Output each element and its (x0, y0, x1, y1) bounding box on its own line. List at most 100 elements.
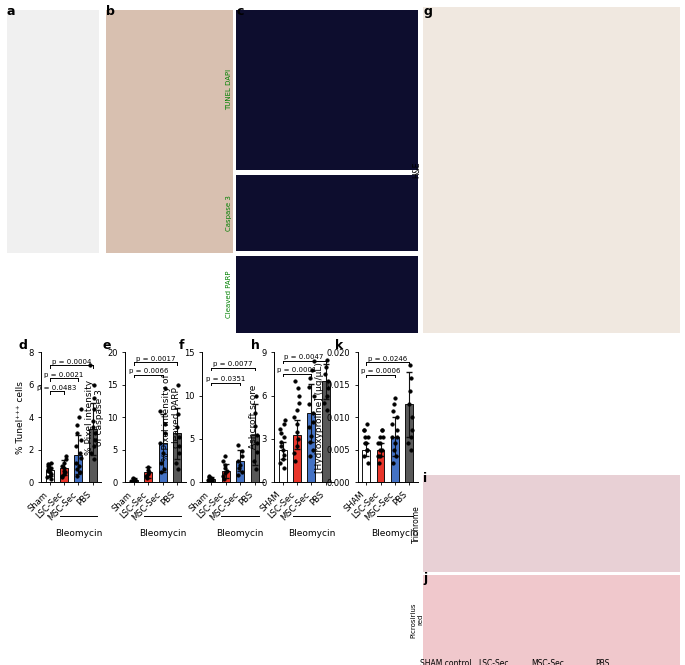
Point (130, 476, 141, 487)
Point (60, 467, 71, 477)
Point (174, 441, 185, 452)
Point (75, 448, 86, 458)
Point (142, 462, 153, 473)
Point (129, 475, 140, 485)
Text: TUNEL DAPI: TUNEL DAPI (227, 69, 232, 110)
Point (275, 436, 286, 447)
Point (171, 422, 182, 432)
Point (358, 425, 369, 436)
Point (403, 399, 414, 410)
Point (377, 425, 388, 436)
Point (46, 473, 57, 484)
Y-axis label: Ashcroft score: Ashcroft score (249, 385, 258, 450)
Point (294, 398, 305, 408)
Point (155, 406, 166, 416)
Point (75, 452, 86, 463)
Point (248, 455, 259, 465)
Point (159, 418, 170, 429)
Text: i: i (423, 472, 427, 485)
Point (373, 438, 384, 448)
Point (203, 475, 214, 485)
Point (376, 444, 387, 455)
Point (160, 383, 171, 394)
Point (174, 432, 185, 442)
Y-axis label: % Pixel intensity of
cleaved PARP: % Pixel intensity of cleaved PARP (162, 374, 181, 461)
Point (45, 470, 56, 481)
Point (58, 469, 69, 479)
Point (220, 451, 231, 462)
Point (237, 446, 248, 456)
Point (204, 471, 215, 481)
Point (319, 398, 329, 408)
Point (236, 466, 247, 477)
Point (291, 441, 302, 452)
Text: p = 0.0021: p = 0.0021 (45, 372, 84, 378)
Text: k: k (335, 339, 343, 352)
Point (141, 472, 152, 483)
Point (160, 428, 171, 439)
Point (72, 464, 83, 475)
Point (173, 448, 184, 458)
Text: p = 0.0017: p = 0.0017 (136, 356, 175, 362)
Point (206, 474, 217, 485)
Text: MSC-Sec: MSC-Sec (532, 659, 564, 665)
Text: f: f (179, 339, 184, 352)
Point (88, 392, 99, 403)
Point (75, 404, 86, 414)
Point (158, 448, 169, 458)
Point (72, 420, 83, 431)
Point (320, 368, 331, 379)
Point (289, 448, 300, 459)
Point (142, 464, 153, 475)
Point (406, 432, 416, 442)
Text: Bleomycin: Bleomycin (55, 529, 102, 538)
Point (42, 459, 53, 469)
Text: p = 0.0006: p = 0.0006 (361, 368, 400, 374)
Point (387, 432, 398, 442)
Point (45, 458, 56, 468)
Point (306, 364, 317, 375)
Point (278, 454, 289, 464)
Point (220, 460, 231, 470)
Point (373, 451, 384, 462)
Point (293, 390, 304, 401)
Point (406, 425, 417, 436)
Point (73, 412, 84, 423)
Text: Trichrome: Trichrome (412, 505, 421, 543)
Point (250, 408, 261, 418)
Point (375, 444, 386, 455)
Point (279, 415, 290, 426)
Point (207, 476, 218, 487)
Bar (207, 479, 215, 482)
Point (406, 412, 417, 423)
Point (376, 425, 387, 436)
Point (56, 470, 67, 481)
Bar (362, 450, 370, 482)
Text: c: c (236, 5, 244, 19)
Point (252, 438, 263, 448)
Bar (279, 450, 286, 482)
Y-axis label: % Tunel⁺⁺⁺ cells: % Tunel⁺⁺⁺ cells (16, 381, 25, 454)
Point (42, 461, 53, 471)
Bar (75, 455, 82, 482)
Point (308, 356, 319, 366)
Point (89, 404, 100, 414)
Bar (145, 472, 152, 482)
Text: b: b (106, 5, 115, 19)
Point (127, 473, 138, 483)
Point (235, 460, 246, 470)
Point (388, 399, 399, 410)
Bar (173, 434, 181, 482)
Text: p = 0.0246: p = 0.0246 (368, 356, 408, 362)
Bar (159, 443, 166, 482)
Point (126, 475, 137, 486)
Point (71, 458, 82, 468)
Text: h: h (251, 339, 260, 352)
Text: Bleomycin: Bleomycin (288, 529, 335, 538)
Point (275, 441, 286, 452)
Point (90, 435, 101, 446)
Point (221, 465, 232, 476)
Point (89, 454, 100, 465)
Point (290, 455, 301, 465)
Point (290, 376, 301, 386)
